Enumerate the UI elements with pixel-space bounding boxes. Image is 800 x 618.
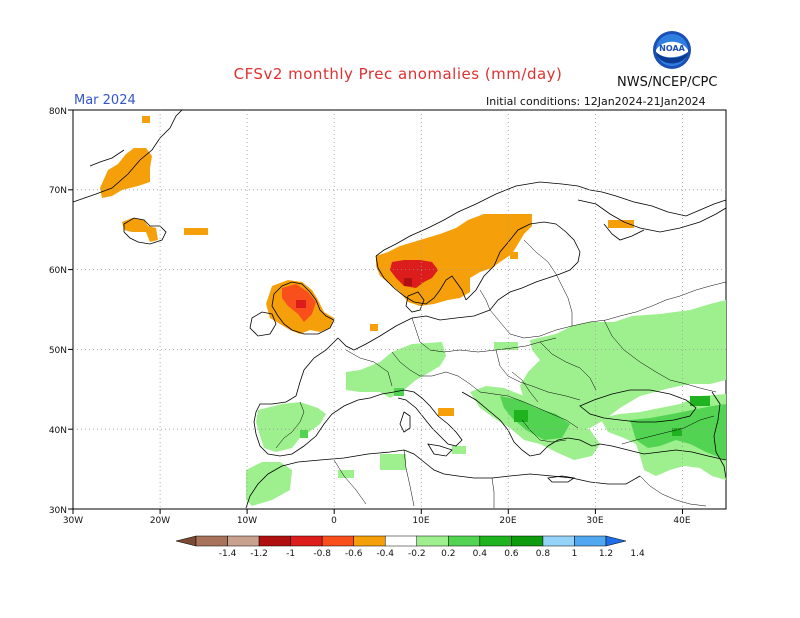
lon-label-30e: 30E: [586, 516, 603, 526]
initial-conditions: Initial conditions: 12Jan2024-21Jan2024: [486, 95, 706, 108]
lat-label-60n: 60N: [49, 266, 67, 276]
colorbar-swatch: [258, 535, 291, 547]
anomaly-eastern-europe: [520, 300, 726, 428]
lon-label-30w: 30W: [63, 516, 83, 526]
anomaly-iceland: [122, 218, 158, 242]
colorbar-swatch: [195, 535, 228, 547]
colorbar-max-arrow: [605, 535, 627, 547]
lon-label-20e: 20E: [499, 516, 516, 526]
forecast-period: Mar 2024: [74, 93, 136, 108]
colorbar-swatch: [479, 535, 512, 547]
colorbar: -1.4 -1.2 -1 -0.8 -0.6 -0.4 -0.2 0.2 0.4 0.6 0.8 1 1…: [175, 535, 645, 559]
colorbar-swatch: [227, 535, 260, 547]
colorbar-label: -1.4: [219, 549, 237, 559]
colorbar-label: 0.2: [441, 549, 455, 559]
lat-label-40n: 40N: [49, 426, 67, 436]
map-title: CFSv2 monthly Prec anomalies (mm/day): [233, 65, 563, 83]
colorbar-label: -0.2: [408, 549, 426, 559]
anomaly-iberia: [256, 402, 326, 452]
colorbar-label: -0.8: [313, 549, 331, 559]
colorbar-label: 0.6: [504, 549, 519, 559]
colorbar-label: 0.4: [473, 549, 488, 559]
organization-label: NWS/NCEP/CPC: [617, 75, 718, 90]
coastlines: [72, 109, 727, 509]
colorbar-swatch: [290, 535, 323, 547]
noaa-logo-text: NOAA: [659, 44, 685, 53]
colorbar-label: 1.2: [599, 549, 613, 559]
lon-labels: 30W 20W 10W 0 10E 20E 30E 40E: [63, 516, 691, 526]
noaa-logo-icon: NOAA: [653, 31, 691, 69]
colorbar-swatch: [384, 535, 418, 547]
colorbar-swatch: [353, 535, 386, 547]
borders: [275, 239, 727, 508]
lon-label-10w: 10W: [237, 516, 257, 526]
lon-label-40e: 40E: [673, 516, 690, 526]
colorbar-label: -0.4: [376, 549, 394, 559]
colorbar-swatch: [448, 535, 481, 547]
colorbar-label: -1: [286, 549, 295, 559]
colorbar-label: -0.6: [345, 549, 363, 559]
colorbar-label: 1.4: [630, 549, 645, 559]
graticule: [73, 110, 726, 509]
colorbar-swatch: [511, 535, 544, 547]
colorbar-swatch: [416, 535, 449, 547]
colorbar-min-arrow: [175, 535, 197, 547]
lat-label-80n: 80N: [49, 107, 67, 117]
anomaly-svalbard: [100, 148, 152, 198]
colorbar-swatch: [574, 535, 607, 547]
lat-label-50n: 50N: [49, 346, 67, 356]
lon-label-20w: 20W: [150, 516, 170, 526]
lat-label-30n: 30N: [49, 506, 67, 516]
anomaly-svalbard-north: [142, 116, 150, 123]
colorbar-label: 0.8: [536, 549, 551, 559]
colorbar-swatch: [321, 535, 354, 547]
colorbar-label: 1: [572, 549, 578, 559]
lon-label-10e: 10E: [412, 516, 429, 526]
colorbar-label: -1.2: [250, 549, 268, 559]
lon-label-0: 0: [331, 516, 337, 526]
lat-labels: 30N 40N 50N 60N 70N 80N: [49, 107, 67, 516]
colorbar-swatch: [542, 535, 575, 547]
anomaly-shading: [100, 116, 726, 506]
anomaly-norway-red: [390, 260, 438, 288]
lat-label-70n: 70N: [49, 186, 67, 196]
